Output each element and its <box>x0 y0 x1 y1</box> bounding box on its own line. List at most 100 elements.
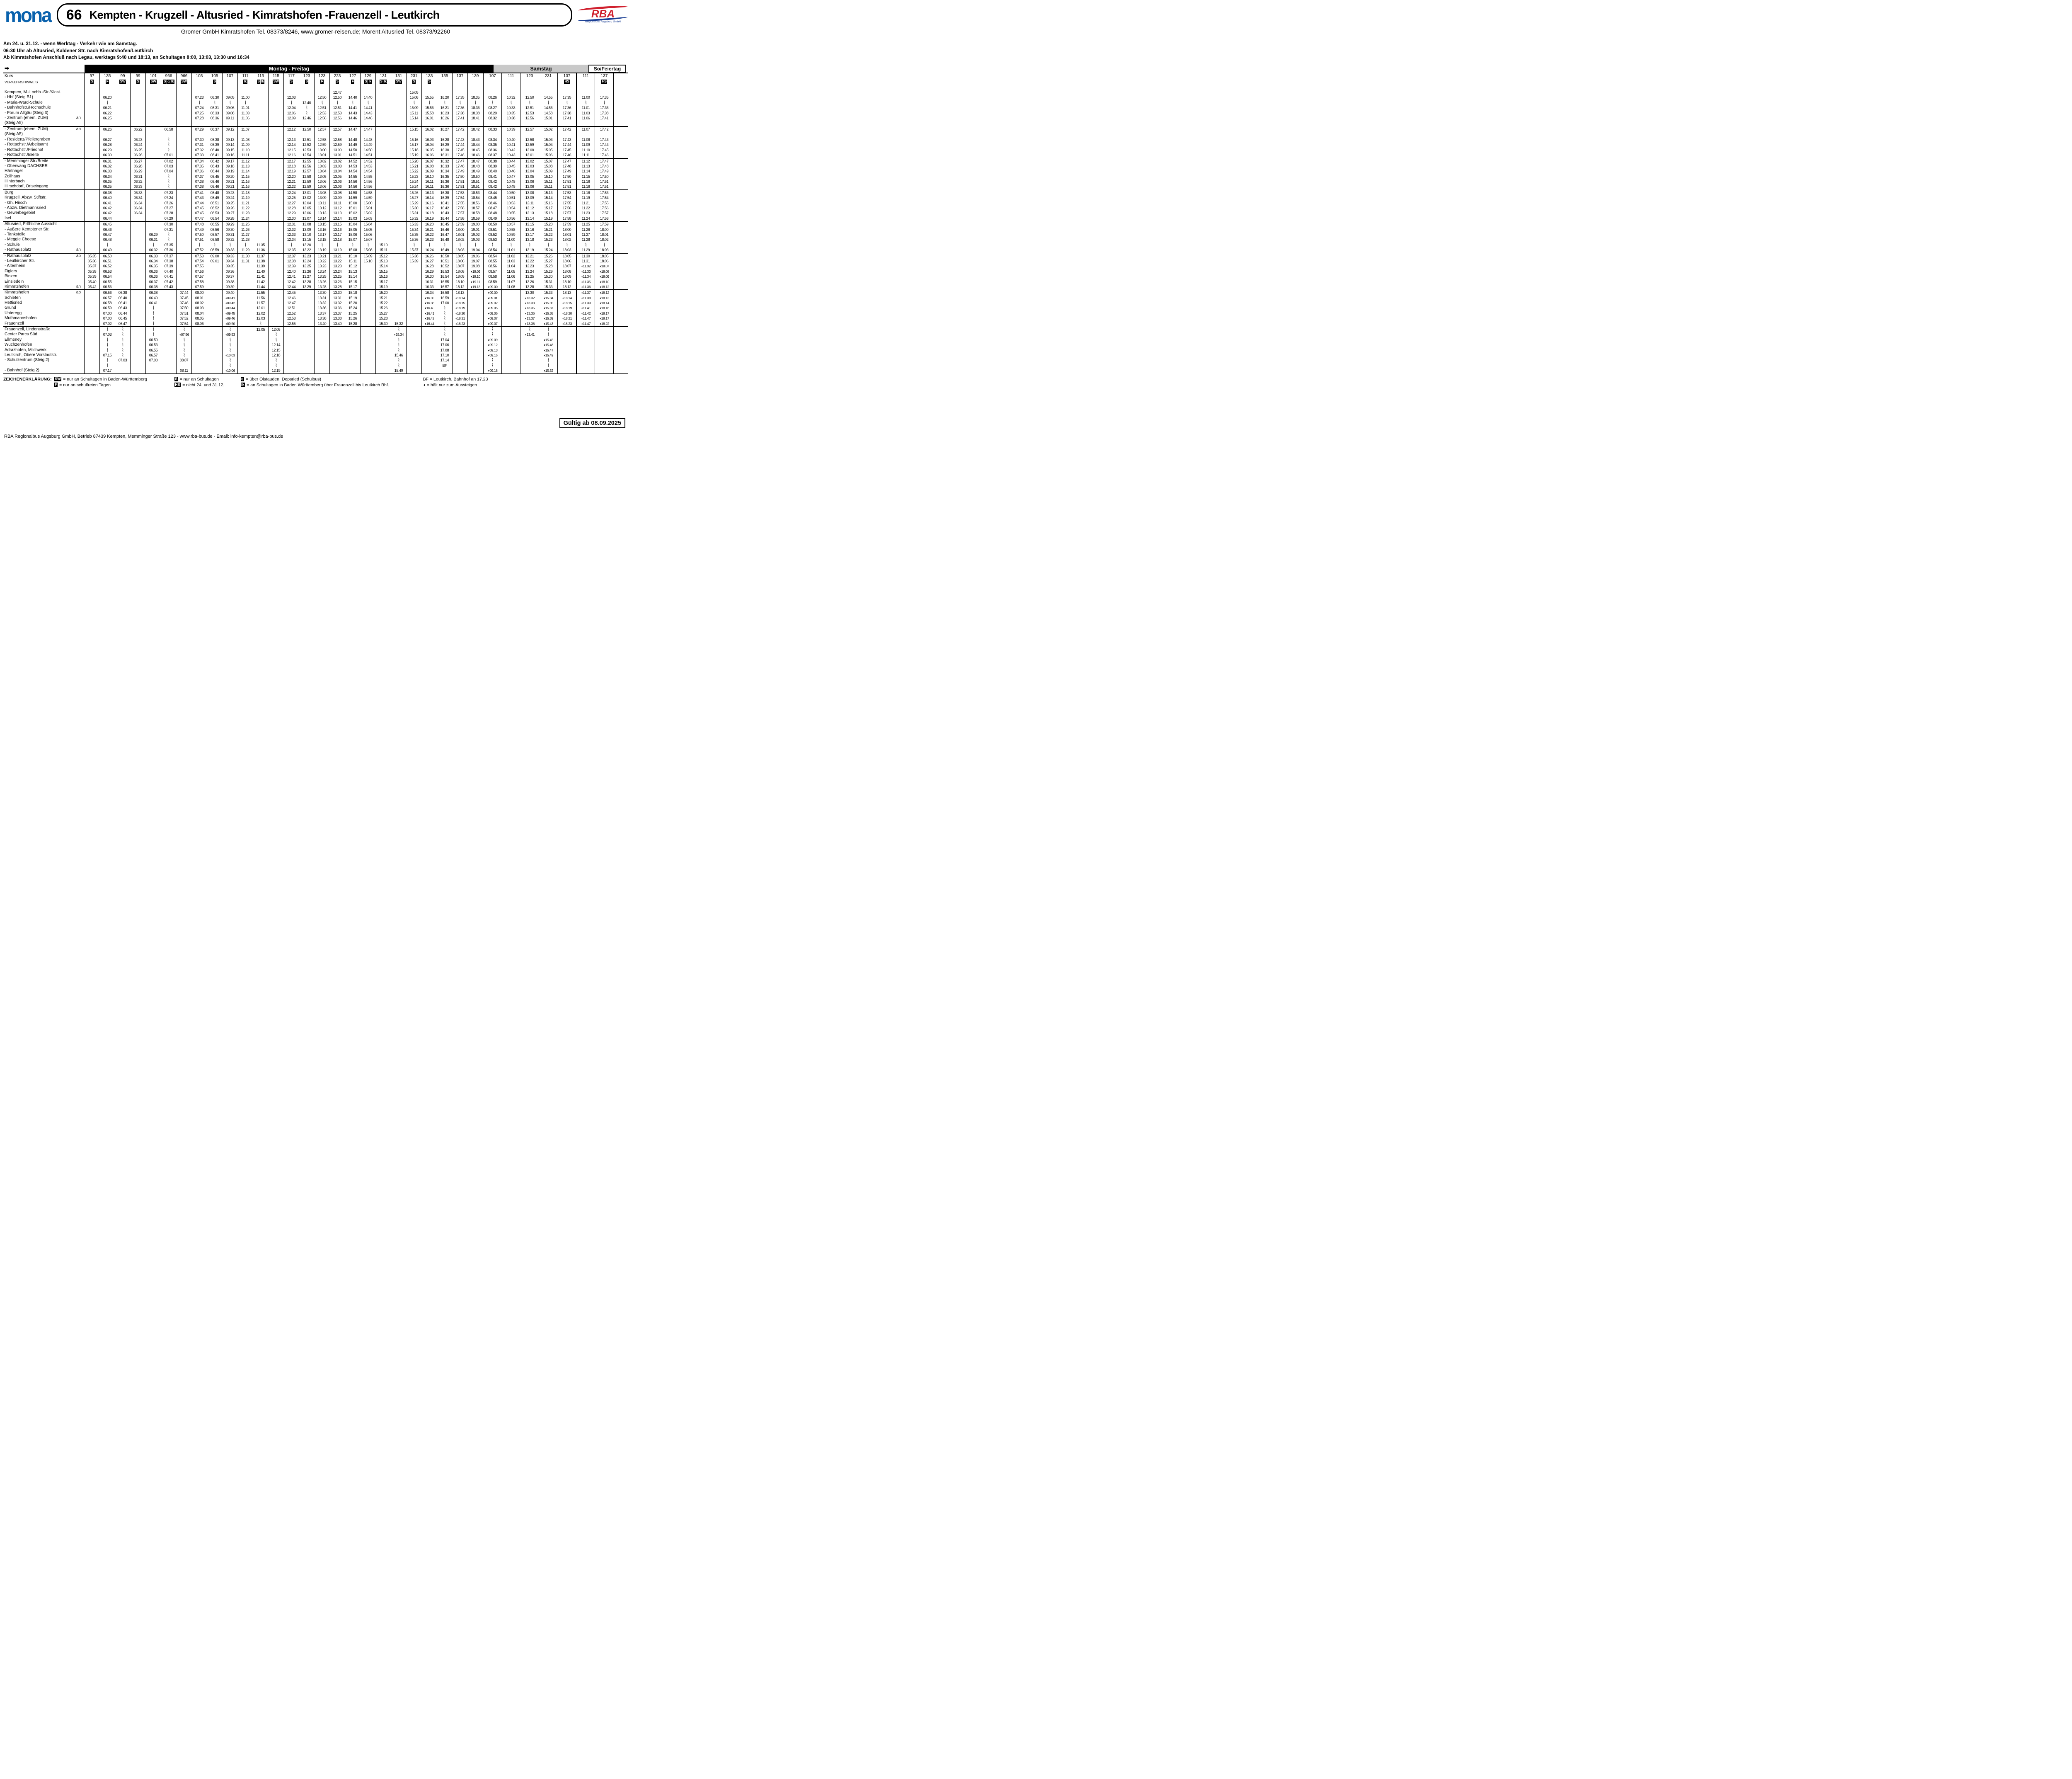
kurs-label: Kurs <box>3 73 85 80</box>
time-cell <box>391 142 407 148</box>
time-cell <box>595 342 614 348</box>
time-cell: 07.40 <box>161 269 177 274</box>
time-cell: ◖09.12 <box>483 342 502 348</box>
time-cell: 16.29 <box>437 142 453 148</box>
time-cell: 09.16 <box>223 153 238 158</box>
exit-only-time: ◖18.07 <box>599 264 609 269</box>
time-cell <box>576 332 595 337</box>
no-stop-squiggle-icon: ⌇ <box>547 100 549 106</box>
time-cell: 11.11 <box>238 153 253 158</box>
time-cell: 13.16 <box>315 227 330 232</box>
time-cell: 08.11 <box>177 368 192 373</box>
time-cell: 16.22 <box>422 232 437 238</box>
no-stop-squiggle-icon: ⌇ <box>444 332 446 337</box>
time-cell <box>330 358 345 363</box>
time-cell: 06.38 <box>115 290 131 296</box>
exit-only-time: ◖13.33 <box>524 301 535 305</box>
no-stop-squiggle-icon: ⌇ <box>459 100 461 106</box>
time-cell: 07.53 <box>192 253 207 259</box>
time-cell: 13.01 <box>315 153 330 158</box>
time-cell: 16.33 <box>437 163 453 169</box>
time-cell <box>253 358 269 363</box>
time-cell: 16.35 <box>437 174 453 179</box>
hinweis-badge-HS: HS <box>601 79 607 84</box>
time-cell <box>253 200 269 206</box>
time-cell: ◖18.08 <box>595 269 614 274</box>
rba-logo-text: RBA <box>591 7 615 20</box>
time-cell: 16.44 <box>437 216 453 221</box>
time-cell <box>115 211 131 216</box>
hinweis-badge-S: S <box>305 79 309 84</box>
time-cell: 15.10 <box>345 253 361 259</box>
time-cell: 12.34 <box>284 237 299 242</box>
station-name: Härtnagel <box>5 169 23 174</box>
station-cell <box>3 363 85 368</box>
hinweis-badge-F: F <box>106 79 109 84</box>
time-cell: 12.53 <box>315 110 330 116</box>
time-cell <box>238 310 253 316</box>
no-stop-squiggle-icon: ⌇ <box>198 100 201 106</box>
time-cell: ◖09.09 <box>483 337 502 343</box>
badge-group <box>577 79 595 80</box>
time-cell <box>85 95 100 100</box>
time-cell: 15.20 <box>539 222 558 227</box>
time-cell <box>595 332 614 337</box>
time-cell <box>238 352 253 358</box>
time-cell <box>131 321 146 327</box>
time-cell <box>558 368 576 373</box>
time-cell: 15.15 <box>345 279 361 284</box>
time-cell: ⌇ <box>223 242 238 248</box>
time-cell: 11.14 <box>576 169 595 174</box>
time-cell <box>269 316 284 321</box>
time-cell <box>269 126 284 137</box>
time-cell <box>453 358 468 363</box>
no-stop-squiggle-icon: ⌇ <box>529 242 531 248</box>
time-cell <box>558 337 576 343</box>
time-cell: 16.23 <box>437 110 453 116</box>
time-cell <box>376 216 391 221</box>
time-cell: 13.36 <box>315 305 330 311</box>
no-stop-squiggle-icon: ⌇ <box>290 100 293 106</box>
time-cell: 12.05 <box>269 327 284 332</box>
time-cell <box>391 295 407 301</box>
time-cell: 08.56 <box>207 227 223 232</box>
exit-only-time: ◖09.45 <box>225 311 235 315</box>
no-stop-squiggle-icon: ⌇ <box>107 363 109 368</box>
time-cell: 08.46 <box>483 200 502 206</box>
time-cell: 08.51 <box>483 227 502 232</box>
time-cell: 08.30 <box>207 95 223 100</box>
no-stop-squiggle-icon: ⌇ <box>510 100 512 106</box>
time-cell: 15.09 <box>407 105 422 111</box>
station-name: - Bahnhofstr./Hochschule <box>5 105 51 110</box>
time-cell: ⌇ <box>115 342 131 348</box>
time-cell <box>376 105 391 111</box>
station-cell: Kempten, M.-Lochb.-Str./Klost. <box>3 90 85 95</box>
time-cell: 15.24 <box>539 247 558 253</box>
time-cell: 13.14 <box>520 216 539 221</box>
time-cell: 06.45 <box>115 316 131 321</box>
time-cell: 18.10 <box>558 279 576 284</box>
time-cell: ◖09.00 <box>483 290 502 296</box>
time-cell: ⌇ <box>437 242 453 248</box>
exit-only-time: ◖18.14 <box>562 296 572 300</box>
time-cell <box>115 142 131 148</box>
time-cell <box>299 352 315 358</box>
time-cell <box>391 163 407 169</box>
no-stop-squiggle-icon: ⌇ <box>229 358 231 363</box>
time-cell <box>85 105 100 111</box>
badge-group: SW <box>391 79 406 84</box>
time-cell: ◖16.44 <box>422 321 437 327</box>
time-cell: 13.22 <box>315 258 330 264</box>
time-cell <box>161 327 177 332</box>
exit-only-time: ◖11.39 <box>581 301 591 305</box>
no-stop-squiggle-icon: ⌇ <box>529 327 531 332</box>
time-cell: ⌇ <box>177 337 192 343</box>
time-cell: 07.33 <box>192 153 207 158</box>
time-cell <box>407 327 422 332</box>
legend-item: F = nur an schulfreien Tagen <box>54 382 174 388</box>
time-cell: 11.22 <box>238 206 253 211</box>
time-cell <box>391 174 407 179</box>
time-cell <box>361 274 376 279</box>
time-cell <box>207 284 223 290</box>
time-cell: 12.22 <box>284 184 299 189</box>
